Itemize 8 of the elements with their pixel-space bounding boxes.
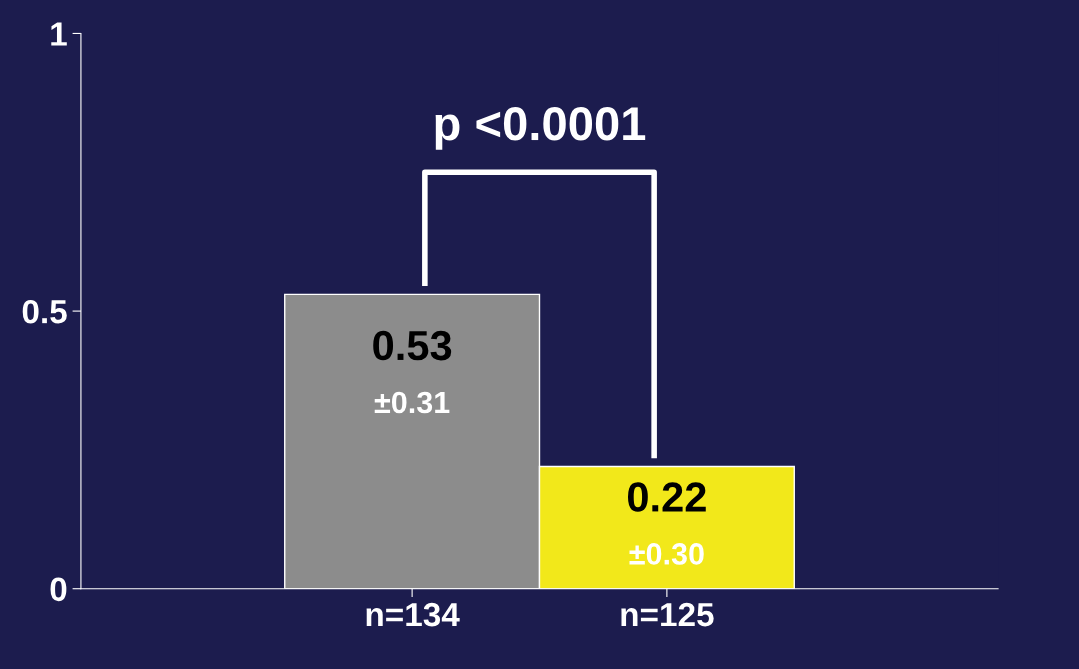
annotation: p <0.0001 bbox=[435, 107, 646, 150]
x-tick-label: n=125 bbox=[621, 602, 714, 627]
data-label: 0.22 ±0.30 bbox=[627, 482, 706, 565]
y-tick-label: 1 bbox=[51, 22, 67, 46]
data-label: 0.53 ±0.31 bbox=[373, 330, 452, 414]
y-tick-label: 0 bbox=[50, 577, 67, 602]
x-tick-label: n=134 bbox=[366, 602, 460, 627]
y-tick-label: 0.5 bbox=[22, 299, 67, 324]
